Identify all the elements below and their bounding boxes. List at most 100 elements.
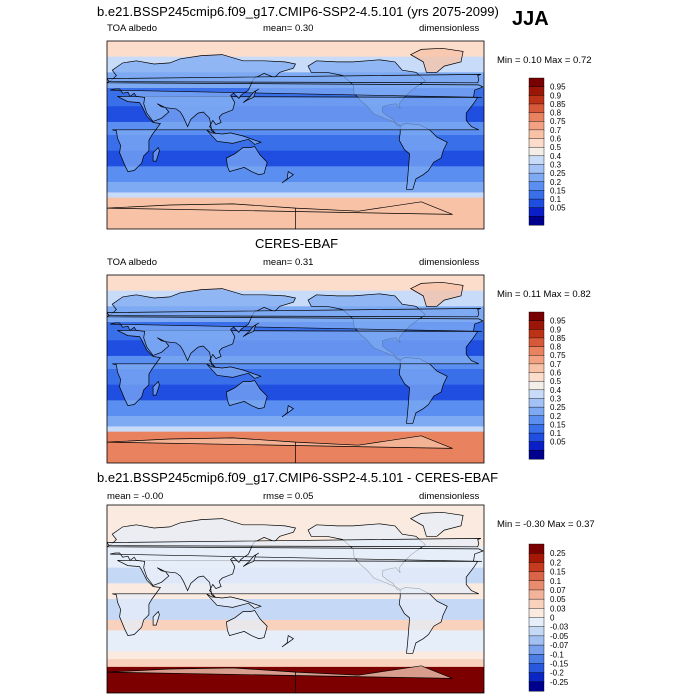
colorbar-tick-label: 0.1 — [550, 577, 562, 586]
colorbar-swatch — [528, 172, 545, 183]
zonal-band — [107, 142, 484, 147]
colorbar-tick-label: 0.95 — [550, 83, 566, 92]
colorbar-tick-label: 0.15 — [550, 186, 566, 195]
colorbar-diff: 0.250.20.150.10.070.050.030-0.03-0.05-0.… — [528, 543, 569, 692]
zonal-band — [107, 155, 484, 160]
colorbar-tick-label: 0.7 — [550, 126, 562, 135]
coastline-japan — [242, 322, 259, 337]
zonal-band — [107, 187, 484, 191]
coastline-africa — [112, 560, 479, 636]
zonal-band — [107, 280, 484, 284]
colorbar-swatch — [528, 589, 545, 600]
zonal-band — [107, 400, 484, 404]
coastline-madagascar — [152, 146, 160, 162]
colorbar-swatch — [528, 138, 545, 148]
colorbar-swatch — [528, 635, 545, 646]
zonal-band — [107, 384, 484, 388]
colorbar-tick-label: 0.15 — [550, 568, 566, 577]
zonal-band — [107, 61, 484, 66]
zonal-band — [107, 148, 484, 152]
coastline-new-zealand — [281, 635, 295, 648]
zonal-band — [107, 137, 484, 141]
coastline-eurasia — [107, 518, 484, 599]
panel-diff-title: b.e21.BSSP245cmip6.f09_g17.CMIP6-SSP2-4.… — [97, 470, 499, 485]
zonal-band — [107, 531, 484, 535]
zonal-band — [107, 295, 484, 300]
colorbar-tick-label: 0.8 — [550, 343, 562, 352]
zonal-band — [107, 195, 484, 199]
zonal-band — [107, 627, 484, 631]
colorbar-swatch — [528, 112, 545, 122]
zonal-band — [107, 293, 484, 297]
zonal-band — [107, 382, 484, 386]
colorbar-tick-label: 0.95 — [550, 317, 566, 326]
zonal-band — [107, 303, 484, 307]
zonal-band — [107, 510, 484, 514]
colorbar-tick-label: 0.25 — [550, 169, 566, 178]
coastline-britain — [107, 538, 482, 548]
colorbar-swatch — [528, 598, 545, 609]
zonal-band — [107, 617, 484, 621]
zonal-band — [107, 656, 484, 660]
zonal-band — [107, 43, 484, 47]
colorbar-swatch — [528, 617, 545, 628]
colorbar-swatch — [528, 146, 545, 157]
colorbar-tick-label: 0.5 — [550, 377, 562, 386]
colorbar-swatch — [528, 644, 545, 655]
coastline-new-zealand — [281, 405, 295, 418]
zonal-band — [107, 389, 484, 394]
zonal-band — [107, 619, 484, 624]
colorbar-obs: 0.950.90.850.80.750.70.60.50.40.30.250.2… — [528, 311, 566, 460]
zonal-band — [107, 413, 484, 417]
zonal-band — [107, 371, 484, 375]
coastline-madagascar — [152, 380, 160, 396]
coastline-britain — [107, 308, 482, 318]
colorbar-swatch — [528, 608, 545, 619]
colorbar-swatch — [528, 86, 545, 96]
zonal-band — [107, 596, 484, 600]
colorbar-swatch — [528, 346, 545, 356]
zonal-band — [107, 643, 484, 647]
zonal-band — [107, 395, 484, 399]
colorbar-swatch — [528, 441, 545, 451]
colorbar-swatch — [528, 121, 545, 131]
zonal-band — [107, 168, 484, 173]
coastline-antarctica — [107, 435, 453, 463]
colorbar-swatch — [528, 129, 545, 140]
colorbar-tick-label: 0.9 — [550, 91, 562, 100]
zonal-band — [107, 405, 484, 409]
colorbar-swatch — [528, 580, 545, 591]
colorbar-swatch — [528, 672, 545, 683]
coastline-greenland — [409, 511, 464, 537]
colorbar-swatch — [528, 432, 545, 443]
zonal-band — [107, 604, 484, 608]
coastline-indonesia — [206, 593, 262, 609]
colorbar-tick-label: 0.05 — [550, 204, 566, 213]
zonal-band — [107, 275, 484, 279]
zonal-band — [107, 363, 484, 367]
zonal-band — [107, 140, 484, 144]
coastline-eurasia — [107, 288, 484, 369]
panel-model-title: b.e21.BSSP245cmip6.f09_g17.CMIP6-SSP2-4.… — [97, 4, 499, 19]
colorbar-tick-label: 0.8 — [550, 109, 562, 118]
colorbar-swatch — [528, 320, 545, 330]
colorbar-tick-label: 0.25 — [550, 549, 566, 558]
colorbar-tick-label: -0.07 — [550, 641, 569, 650]
coastline-new-zealand — [281, 171, 295, 184]
zonal-band — [107, 129, 484, 133]
coastline-indonesia — [206, 129, 262, 145]
zonal-band — [107, 387, 484, 391]
coastline-south-america — [398, 587, 448, 654]
coastline-greenland — [409, 281, 464, 307]
colorbar-tick-label: 0 — [550, 614, 555, 623]
zonal-band — [107, 612, 484, 616]
colorbar-tick-label: 0.1 — [550, 195, 562, 204]
zonal-band — [107, 67, 484, 71]
coastline-britain — [107, 74, 482, 84]
zonal-band — [107, 290, 484, 294]
zonal-band — [107, 202, 484, 207]
colorbar-swatch — [528, 571, 545, 582]
zonal-band — [107, 664, 484, 668]
colorbar-tick-label: -0.15 — [550, 659, 569, 668]
zonal-band — [107, 653, 484, 658]
